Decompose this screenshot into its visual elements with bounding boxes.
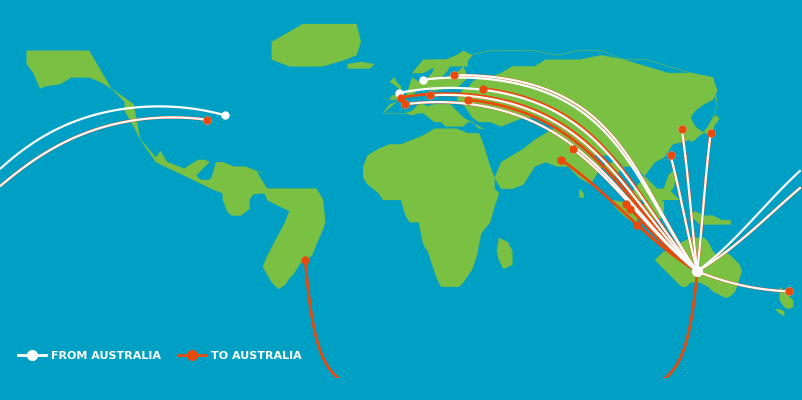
Polygon shape (691, 211, 731, 224)
Polygon shape (383, 78, 406, 100)
Polygon shape (780, 287, 793, 309)
Polygon shape (383, 51, 484, 129)
Polygon shape (412, 55, 468, 89)
Polygon shape (655, 238, 742, 298)
Polygon shape (223, 184, 326, 289)
Polygon shape (363, 129, 499, 287)
Polygon shape (642, 198, 664, 220)
Polygon shape (613, 200, 637, 224)
Polygon shape (456, 51, 717, 209)
Polygon shape (691, 118, 719, 142)
Polygon shape (664, 171, 677, 193)
Polygon shape (496, 238, 512, 269)
Polygon shape (272, 24, 361, 66)
Legend: FROM AUSTRALIA, TO AUSTRALIA: FROM AUSTRALIA, TO AUSTRALIA (14, 347, 306, 366)
Polygon shape (26, 51, 323, 222)
Polygon shape (579, 189, 584, 198)
Polygon shape (347, 62, 375, 68)
Polygon shape (776, 309, 784, 316)
